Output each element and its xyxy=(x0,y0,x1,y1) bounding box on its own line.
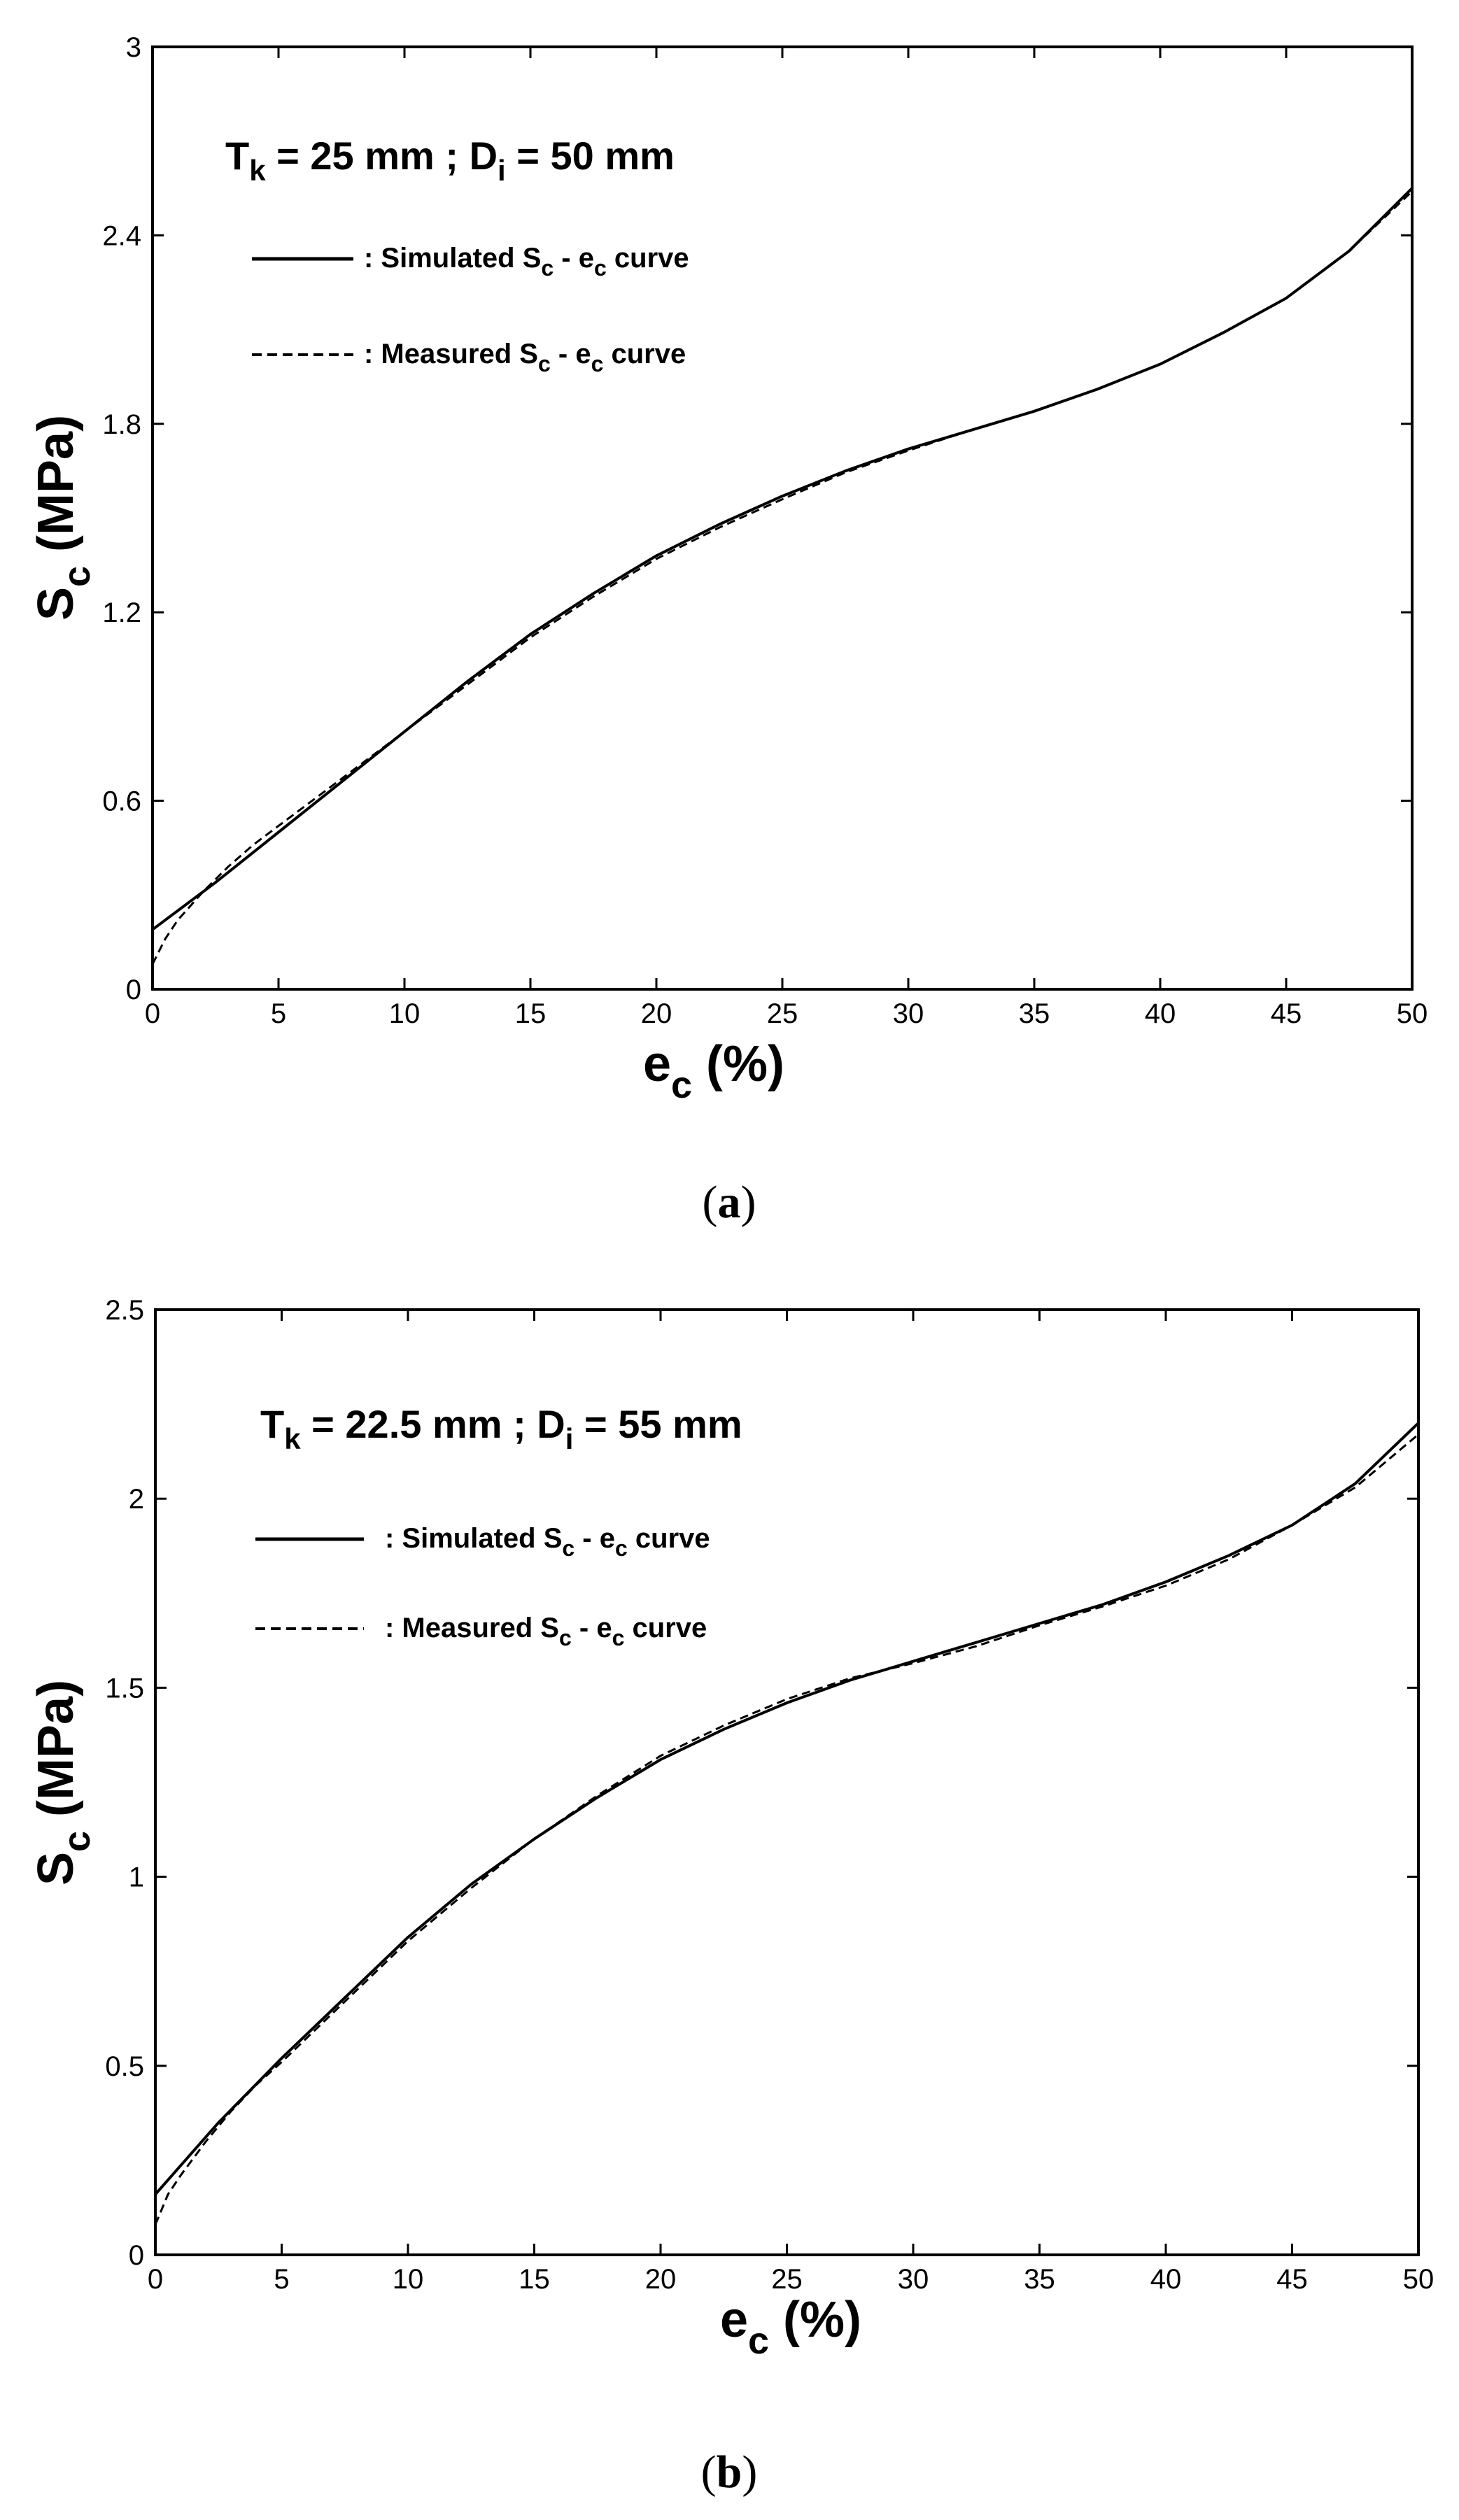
x-tick-label: 35 xyxy=(1024,2264,1055,2295)
x-tick-label: 15 xyxy=(519,2264,550,2295)
y-axis-label: Sc (MPa) xyxy=(28,1680,98,1885)
x-tick-label: 5 xyxy=(271,998,286,1029)
simulated-curve xyxy=(151,187,1414,931)
tick-marks xyxy=(151,45,1414,991)
y-tick-label: 3 xyxy=(126,32,141,63)
condition-label: Tk = 25 mm ; Di = 50 mm xyxy=(225,134,675,187)
y-tick-label: 1.8 xyxy=(102,409,141,440)
y-axis-label: Sc (MPa) xyxy=(28,415,98,621)
x-tick-label: 25 xyxy=(767,998,798,1029)
y-tick-label: 1.2 xyxy=(102,597,141,628)
condition-label: Tk = 22.5 mm ; Di = 55 mm xyxy=(260,1402,742,1455)
panel-caption: (b) xyxy=(701,2447,758,2498)
legend-label-simulated: : Simulated Sc - ec curve xyxy=(364,243,689,281)
y-tick-label: 0 xyxy=(126,975,141,1005)
x-tick-label: 20 xyxy=(645,2264,677,2295)
x-tick-label: 30 xyxy=(898,2264,929,2295)
x-tick-labels: 0 5 10 15 20 25 30 35 40 45 50 xyxy=(148,2264,1434,2295)
curves xyxy=(154,1422,1420,2225)
x-tick-label: 25 xyxy=(771,2264,803,2295)
x-tick-label: 40 xyxy=(1145,998,1176,1029)
x-tick-label: 10 xyxy=(389,998,421,1029)
chart-panel-a: 0 5 10 15 20 25 30 35 40 45 50 0 0.6 1.2 1.8 2.4 3 Tk =… xyxy=(28,32,1428,1228)
x-tick-label: 5 xyxy=(274,2264,289,2295)
y-tick-label: 0.6 xyxy=(102,786,141,817)
x-tick-label: 40 xyxy=(1150,2264,1182,2295)
x-tick-label: 15 xyxy=(515,998,547,1029)
y-tick-label: 2.4 xyxy=(102,220,141,251)
chart-panel-b: 0 5 10 15 20 25 30 35 40 45 50 0 0.5 1 1.5 2 2.5 Tk = 2… xyxy=(28,1295,1434,2498)
tick-marks xyxy=(154,1308,1420,2256)
y-tick-label: 0 xyxy=(129,2240,144,2271)
y-tick-labels: 0 0.5 1 1.5 2 2.5 xyxy=(105,1295,144,2271)
y-tick-label: 0.5 xyxy=(105,2051,144,2082)
legend-label-measured: : Measured Sc - ec curve xyxy=(385,1613,707,1650)
legend-label-measured: : Measured Sc - ec curve xyxy=(364,339,686,376)
x-tick-label: 0 xyxy=(145,998,160,1029)
y-tick-labels: 0 0.6 1.2 1.8 2.4 3 xyxy=(102,32,141,1005)
plot-frame xyxy=(151,45,1414,991)
simulated-curve xyxy=(154,1422,1420,2195)
y-tick-label: 1.5 xyxy=(105,1673,144,1704)
x-tick-label: 45 xyxy=(1276,2264,1308,2295)
x-tick-label: 50 xyxy=(1403,2264,1435,2295)
x-tick-label: 10 xyxy=(393,2264,424,2295)
plot-frame xyxy=(154,1308,1420,2256)
measured-curve xyxy=(151,190,1414,965)
y-tick-label: 2 xyxy=(129,1484,144,1515)
x-tick-label: 30 xyxy=(893,998,924,1029)
measured-curve xyxy=(154,1434,1419,2225)
x-tick-label: 35 xyxy=(1019,998,1050,1029)
legend-label-simulated: : Simulated Sc - ec curve xyxy=(385,1523,710,1561)
y-tick-label: 1 xyxy=(129,1862,144,1893)
curves xyxy=(151,187,1414,965)
x-axis-label: ec (%) xyxy=(643,1036,784,1106)
x-tick-label: 0 xyxy=(148,2264,163,2295)
x-tick-label: 45 xyxy=(1271,998,1302,1029)
x-tick-label: 20 xyxy=(641,998,672,1029)
panel-caption: (a) xyxy=(703,1177,756,1228)
y-tick-label: 2.5 xyxy=(105,1295,144,1326)
x-tick-label: 50 xyxy=(1397,998,1428,1029)
x-axis-label: ec (%) xyxy=(720,2292,861,2362)
x-tick-labels: 0 5 10 15 20 25 30 35 40 45 50 xyxy=(145,998,1428,1029)
